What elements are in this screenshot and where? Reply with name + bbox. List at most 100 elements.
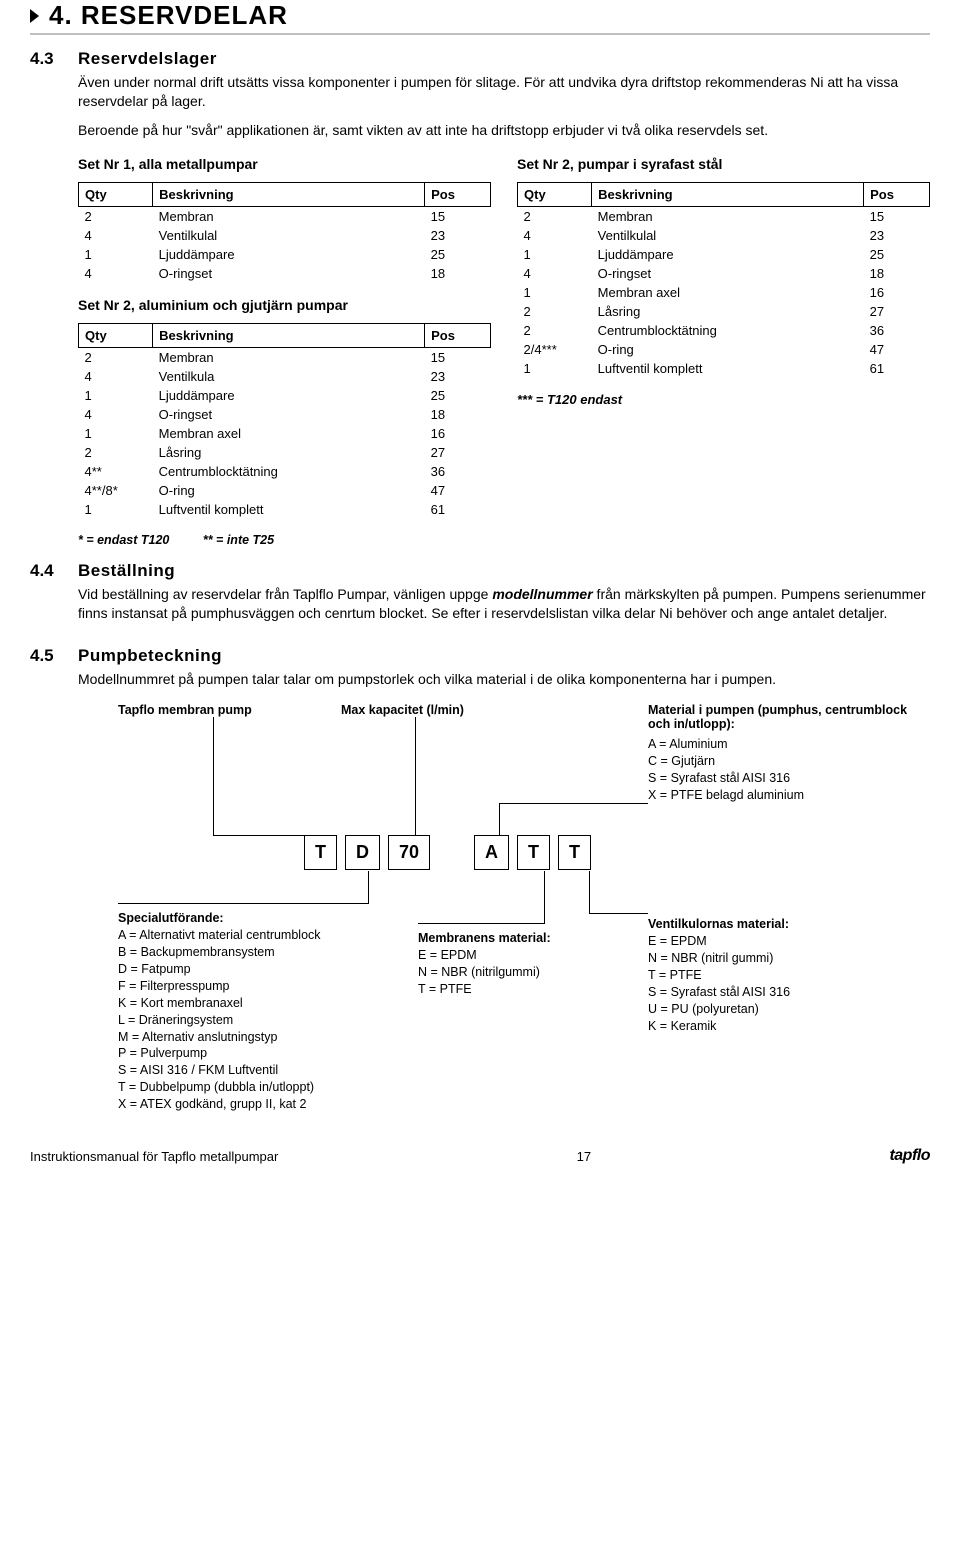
- tables-two-column: Set Nr 1, alla metallpumpar Qty Beskrivn…: [78, 152, 930, 547]
- cell: Membran: [153, 347, 425, 367]
- table-set1: Qty Beskrivning Pos 2Membran154Ventilkul…: [78, 182, 491, 283]
- table-row: 1Luftventil komplett61: [518, 359, 930, 378]
- legend-item: S = Syrafast stål AISI 316: [648, 984, 790, 1001]
- cell: O-ring: [153, 481, 425, 500]
- legend-item: N = NBR (nitrilgummi): [418, 964, 540, 981]
- cell: 18: [425, 405, 491, 424]
- triangle-icon: [30, 9, 39, 23]
- footnote: *** = T120 endast: [517, 392, 930, 407]
- table-row: 2Centrumblocktätning36: [518, 321, 930, 340]
- paragraph: Beroende på hur "svår" applikationen är,…: [78, 121, 930, 140]
- section-number: 4.3: [30, 49, 78, 547]
- legend-item: U = PU (polyuretan): [648, 1001, 790, 1018]
- cell: 2: [79, 443, 153, 462]
- cell: 16: [864, 283, 930, 302]
- code-box-2: D: [345, 835, 380, 870]
- col-pos: Pos: [864, 182, 930, 206]
- connector-line: [589, 871, 590, 913]
- table-row: 4**/8*O-ring47: [79, 481, 491, 500]
- legend-membran: E = EPDMN = NBR (nitrilgummi)T = PTFE: [418, 947, 540, 998]
- cell: 4: [79, 405, 153, 424]
- cell: Luftventil komplett: [153, 500, 425, 519]
- cell: 47: [425, 481, 491, 500]
- cell: 1: [518, 359, 592, 378]
- table-row: 2/4***O-ring47: [518, 340, 930, 359]
- page-footer: Instruktionsmanual för Tapflo metallpump…: [30, 1147, 930, 1165]
- cell: O-ringset: [592, 264, 864, 283]
- cell: 23: [864, 226, 930, 245]
- table-row: 1Ljuddämpare25: [79, 245, 491, 264]
- cell: 25: [864, 245, 930, 264]
- cell: 16: [425, 424, 491, 443]
- table-row: 2Membran15: [79, 206, 491, 226]
- cell: 23: [425, 367, 491, 386]
- cell: 27: [864, 302, 930, 321]
- legend-item: N = NBR (nitril gummi): [648, 950, 790, 967]
- cell: 18: [425, 264, 491, 283]
- cell: 1: [518, 283, 592, 302]
- legend-item: S = AISI 316 / FKM Luftventil: [118, 1062, 321, 1079]
- label-ventil: Ventilkulornas material:: [648, 917, 789, 931]
- table-set2al: Qty Beskrivning Pos 2Membran154Ventilkul…: [78, 323, 491, 519]
- section-4-4: 4.4 Beställning Vid beställning av reser…: [30, 561, 930, 633]
- table-row: 4**Centrumblocktätning36: [79, 462, 491, 481]
- label-membran: Membranens material:: [418, 931, 551, 945]
- cell: 4: [79, 264, 153, 283]
- cell: Låsring: [592, 302, 864, 321]
- section-number: 4.4: [30, 561, 78, 633]
- main-header: 4. RESERVDELAR: [30, 0, 930, 35]
- cell: Membran axel: [153, 424, 425, 443]
- cell: Luftventil komplett: [592, 359, 864, 378]
- cell: 2: [518, 321, 592, 340]
- legend-item: T = PTFE: [418, 981, 540, 998]
- section-title: Pumpbeteckning: [78, 646, 930, 666]
- emphasis: modellnummer: [492, 586, 592, 602]
- text: Vid beställning av reservdelar från Tapl…: [78, 586, 492, 602]
- col-qty: Qty: [79, 323, 153, 347]
- tapflo-logo: tapflo: [889, 1147, 930, 1165]
- model-decode-diagram: Tapflo membran pump Max kapacitet (l/min…: [78, 703, 930, 1123]
- cell: 4: [518, 226, 592, 245]
- table-row: 4Ventilkulal23: [79, 226, 491, 245]
- label-max: Max kapacitet (l/min): [341, 703, 464, 717]
- cell: Ventilkulal: [153, 226, 425, 245]
- legend-item: F = Filterpresspump: [118, 978, 321, 995]
- connector-line: [499, 803, 500, 835]
- cell: 15: [425, 206, 491, 226]
- table-row: 4Ventilkulal23: [518, 226, 930, 245]
- cell: 15: [425, 347, 491, 367]
- cell: 2/4***: [518, 340, 592, 359]
- label-special: Specialutförande:: [118, 911, 224, 925]
- connector-line: [213, 835, 304, 836]
- table-row: 2Membran15: [79, 347, 491, 367]
- legend-item: T = Dubbelpump (dubbla in/utloppt): [118, 1079, 321, 1096]
- left-column: Set Nr 1, alla metallpumpar Qty Beskrivn…: [78, 152, 491, 547]
- cell: 4: [79, 367, 153, 386]
- cell: 1: [518, 245, 592, 264]
- section-title: Beställning: [78, 561, 930, 581]
- legend-item: K = Kort membranaxel: [118, 995, 321, 1012]
- section-4-3: 4.3 Reservdelslager Även under normal dr…: [30, 49, 930, 547]
- table-title: Set Nr 1, alla metallpumpar: [78, 156, 491, 172]
- cell: 1: [79, 424, 153, 443]
- table-set2ss: Qty Beskrivning Pos 2Membran154Ventilkul…: [517, 182, 930, 378]
- right-column: Set Nr 2, pumpar i syrafast stål Qty Bes…: [517, 152, 930, 547]
- cell: 2: [518, 206, 592, 226]
- legend-item: A = Aluminium: [648, 736, 804, 753]
- legend-item: E = EPDM: [418, 947, 540, 964]
- connector-line: [368, 871, 369, 903]
- paragraph: Modellnummret på pumpen talar talar om p…: [78, 670, 930, 689]
- legend-material-pump: A = AluminiumC = GjutjärnS = Syrafast st…: [648, 736, 804, 804]
- cell: 25: [425, 245, 491, 264]
- code-box-4: A: [474, 835, 509, 870]
- cell: 1: [79, 386, 153, 405]
- cell: 61: [864, 359, 930, 378]
- page-title: 4. RESERVDELAR: [49, 0, 288, 31]
- cell: Membran: [153, 206, 425, 226]
- col-pos: Pos: [425, 182, 491, 206]
- cell: Centrumblocktätning: [592, 321, 864, 340]
- paragraph: Även under normal drift utsätts vissa ko…: [78, 73, 930, 111]
- table-row: 1Membran axel16: [79, 424, 491, 443]
- section-4-5: 4.5 Pumpbeteckning Modellnummret på pump…: [30, 646, 930, 1123]
- footer-left: Instruktionsmanual för Tapflo metallpump…: [30, 1149, 278, 1164]
